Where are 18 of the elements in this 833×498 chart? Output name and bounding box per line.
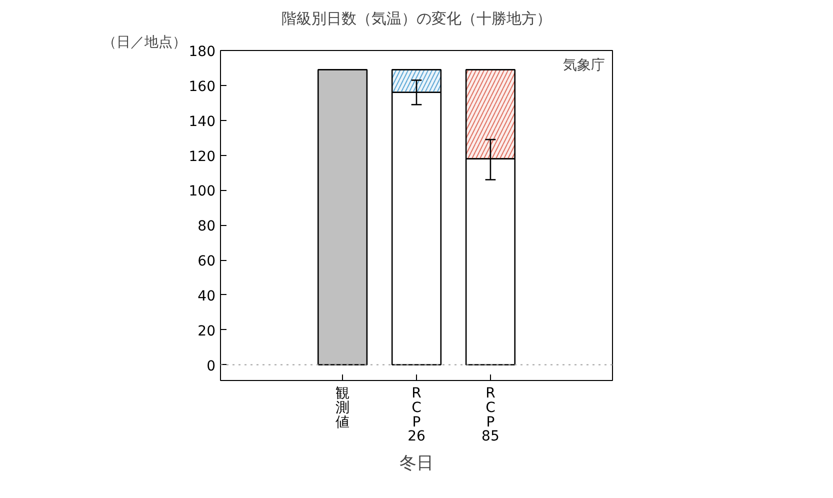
- y-tick-label: 180: [188, 44, 216, 60]
- chart-title: 階級別日数（気温）の変化（十勝地方）: [282, 10, 552, 28]
- y-tick-label: 60: [198, 254, 216, 270]
- x-tick-label: RCP85: [482, 386, 500, 445]
- x-tick-label: 観測値: [336, 386, 350, 430]
- y-tick-label: 160: [188, 78, 216, 95]
- x-tick-label: RCP26: [408, 386, 426, 445]
- y-tick-label: 80: [198, 218, 216, 235]
- y-tick-label: 40: [198, 288, 216, 304]
- y-tick-label: 0: [206, 358, 216, 374]
- y-tick-label: 100: [188, 184, 216, 200]
- y-tick-label: 20: [198, 323, 216, 340]
- y-tick-label: 120: [188, 148, 216, 165]
- y-axis-title: （日／地点）: [102, 34, 186, 50]
- x-axis-title: 冬日: [400, 454, 434, 474]
- text: 気象庁: [563, 57, 606, 74]
- bar: [317, 69, 368, 366]
- y-tick-label: 140: [188, 114, 216, 130]
